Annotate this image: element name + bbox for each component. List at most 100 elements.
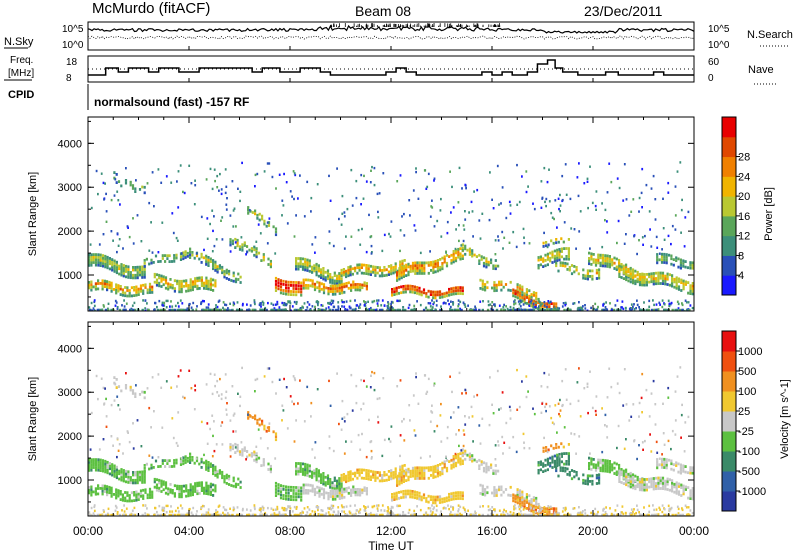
velocity-cell xyxy=(530,498,533,501)
velocity-cell xyxy=(398,480,401,483)
velocity-cell xyxy=(90,493,93,497)
power-cell xyxy=(272,303,275,307)
power-cell xyxy=(691,282,694,285)
velocity-cell xyxy=(396,385,399,388)
power-cell xyxy=(555,305,558,309)
power-cell xyxy=(278,306,281,309)
velocity-cell xyxy=(586,385,589,388)
power-cell xyxy=(519,305,522,308)
power-cell xyxy=(663,303,666,306)
power-cell xyxy=(349,273,352,277)
velocity-cell xyxy=(666,488,669,491)
velocity-cell xyxy=(326,482,330,486)
power-cell xyxy=(576,176,579,179)
power-cell xyxy=(180,290,183,294)
velocity-cell xyxy=(295,507,298,510)
velocity-cell xyxy=(422,493,426,497)
power-cell xyxy=(452,252,455,256)
power-cell xyxy=(648,210,651,213)
power-cell xyxy=(151,171,154,174)
velocity-cell xyxy=(632,476,635,479)
power-cell xyxy=(90,283,93,286)
power-cell xyxy=(151,285,154,289)
velocity-cell xyxy=(333,484,336,488)
power-cell xyxy=(650,277,653,281)
power-cell xyxy=(390,306,393,309)
power-cell xyxy=(491,286,494,290)
power-cell xyxy=(207,282,210,286)
power-cell xyxy=(674,214,677,217)
velocity-cell xyxy=(597,458,600,462)
power-cell xyxy=(120,273,123,277)
velocity-cell xyxy=(521,496,524,499)
velocity-cell xyxy=(454,464,458,468)
power-cell xyxy=(225,303,228,307)
power-cell xyxy=(556,259,559,262)
velocity-cell xyxy=(430,466,433,469)
velocity-cell xyxy=(464,415,466,418)
velocity-cell xyxy=(634,479,637,483)
velocity-cell xyxy=(553,454,556,458)
power-cell xyxy=(138,188,142,191)
velocity-cell xyxy=(148,487,152,491)
power-cell xyxy=(551,250,554,254)
velocity-cell xyxy=(153,485,156,489)
velocity-cell xyxy=(502,452,504,455)
power-colorbar-swatch xyxy=(722,156,736,177)
power-cell xyxy=(169,285,172,289)
power-cell xyxy=(659,282,662,285)
velocity-cell xyxy=(282,494,285,497)
velocity-cell xyxy=(186,456,189,460)
power-cell xyxy=(661,274,665,278)
velocity-cell xyxy=(589,480,592,483)
velocity-cell xyxy=(372,473,375,476)
power-cell xyxy=(566,268,569,271)
power-cell xyxy=(236,308,239,311)
power-cell xyxy=(671,282,674,285)
velocity-cell xyxy=(104,462,107,466)
velocity-cell xyxy=(304,468,307,471)
velocity-cell xyxy=(543,436,545,440)
power-cell xyxy=(256,172,259,176)
power-cell xyxy=(104,260,107,263)
power-cell xyxy=(126,225,129,228)
power-cell xyxy=(94,263,98,267)
velocity-cell xyxy=(414,466,417,470)
power-cell xyxy=(108,262,111,266)
velocity-cell xyxy=(144,488,147,492)
power-cell xyxy=(679,161,682,164)
velocity-cell xyxy=(638,477,642,481)
power-cell xyxy=(142,289,145,293)
velocity-cell xyxy=(246,450,248,453)
power-cell xyxy=(670,254,673,258)
velocity-cell xyxy=(564,469,567,473)
power-cell xyxy=(550,308,553,311)
velocity-cell xyxy=(94,487,97,491)
velocity-cell xyxy=(487,465,490,469)
velocity-cell xyxy=(253,453,256,457)
velocity-cell xyxy=(130,499,133,503)
power-cell xyxy=(445,261,449,265)
velocity-cell xyxy=(213,373,216,376)
power-cell xyxy=(301,257,305,261)
power-cell xyxy=(349,270,352,274)
velocity-cell xyxy=(138,393,142,396)
power-cell xyxy=(592,260,595,264)
velocity-cell xyxy=(591,479,594,483)
velocity-cell xyxy=(262,463,265,467)
velocity-cell xyxy=(328,447,331,450)
power-cell xyxy=(246,245,248,248)
power-cell xyxy=(138,270,142,274)
velocity-cell xyxy=(276,507,279,511)
velocity-cell xyxy=(557,474,560,478)
power-cell xyxy=(329,290,332,293)
power-cell xyxy=(301,262,305,266)
power-cell xyxy=(337,308,340,311)
power-cell xyxy=(630,303,633,306)
velocity-cell xyxy=(492,472,495,475)
velocity-cell xyxy=(537,469,540,472)
power-cell xyxy=(134,266,137,269)
velocity-cell xyxy=(641,441,644,444)
power-cell xyxy=(273,308,276,311)
power-cell xyxy=(540,206,543,209)
